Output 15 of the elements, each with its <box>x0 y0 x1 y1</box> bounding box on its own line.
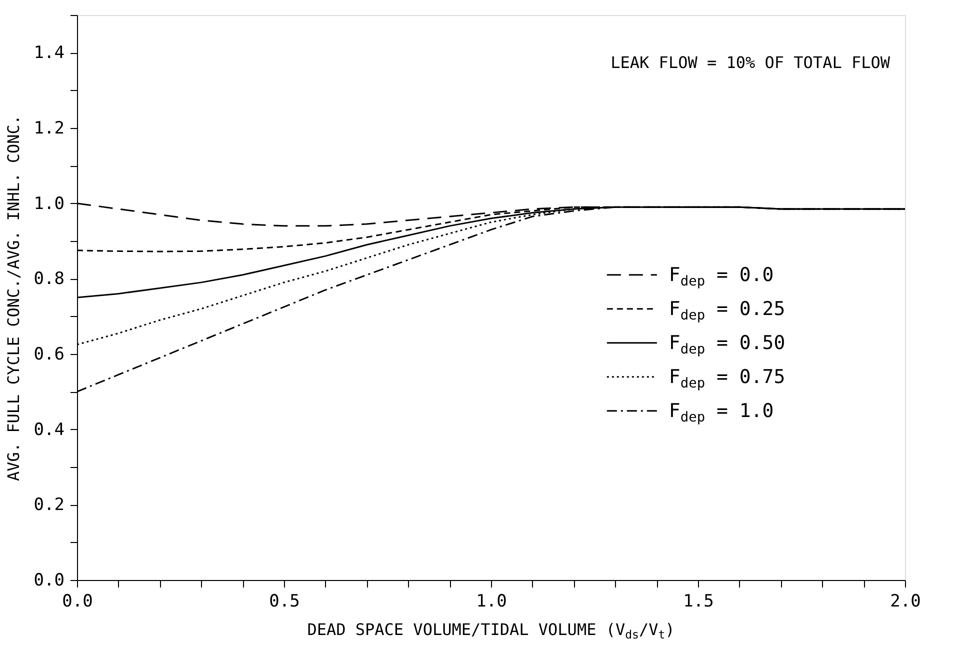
y-tick-label: 1.4 <box>34 43 64 64</box>
annotation: LEAK FLOW = 10% OF TOTAL FLOW <box>610 53 890 72</box>
x-tick-label: 0.5 <box>269 592 300 612</box>
y-tick-label: 1.0 <box>34 194 64 214</box>
x-tick-label: 1.5 <box>683 592 714 612</box>
x-tick-label: 0.0 <box>62 592 93 612</box>
y-tick-label: 0.0 <box>34 570 64 590</box>
y-tick-label: 0.8 <box>34 269 64 290</box>
y-tick-label: 0.4 <box>34 420 64 440</box>
y-axis-title: AVG. FULL CYCLE CONC./AVG. INHL. CONC. <box>4 114 23 482</box>
y-tick-label: 0.6 <box>34 344 64 364</box>
x-tick-label: 1.0 <box>476 592 507 612</box>
y-tick-label: 1.2 <box>34 118 64 138</box>
x-tick-label: 2.0 <box>890 592 921 612</box>
y-tick-label: 0.2 <box>34 495 64 516</box>
